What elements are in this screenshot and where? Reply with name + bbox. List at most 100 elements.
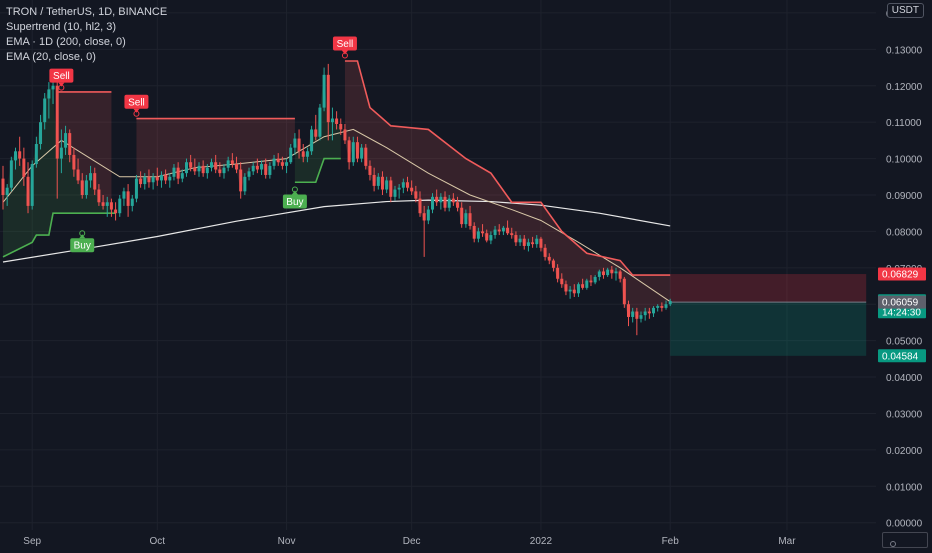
- candle-body: [59, 147, 63, 159]
- candle-body: [614, 271, 618, 274]
- candle-body: [501, 227, 505, 232]
- candle-body: [22, 158, 26, 177]
- candle: [585, 278, 589, 290]
- candle: [547, 253, 551, 265]
- candle-body: [80, 180, 84, 195]
- price-label-bg: [878, 349, 926, 363]
- settings-gear-icon[interactable]: [889, 535, 897, 547]
- candle: [397, 184, 401, 199]
- chart-settings-corner[interactable]: [882, 532, 928, 548]
- candle: [631, 307, 635, 323]
- candle: [389, 176, 393, 203]
- candle: [443, 191, 447, 212]
- candle-body: [34, 144, 38, 165]
- grid-lines: [0, 0, 876, 530]
- candle-body: [431, 196, 435, 210]
- candle-body: [493, 229, 497, 236]
- candle: [597, 269, 601, 281]
- candle-body: [481, 231, 485, 234]
- signal-dot: [341, 52, 348, 59]
- price-tick-label: 0.02000: [886, 446, 923, 457]
- candle-body: [405, 182, 409, 188]
- candle: [14, 147, 18, 170]
- candle-body: [318, 107, 322, 137]
- candle-body: [243, 176, 247, 192]
- candle-body: [159, 174, 163, 181]
- candle: [39, 114, 43, 150]
- candle-body: [76, 169, 80, 181]
- candle-body: [264, 164, 268, 175]
- signal-dot: [133, 110, 140, 117]
- candle-body: [189, 162, 193, 168]
- currency-button[interactable]: USDT: [886, 3, 924, 18]
- candle: [481, 224, 485, 237]
- candle: [184, 158, 188, 177]
- candle: [593, 275, 597, 285]
- candle: [610, 266, 614, 279]
- candle-body: [205, 167, 209, 174]
- candle: [76, 158, 80, 185]
- candle: [347, 136, 351, 170]
- candle: [643, 307, 647, 321]
- candle: [401, 178, 405, 194]
- candle-body: [385, 180, 389, 190]
- candle-body: [576, 284, 580, 294]
- candle: [535, 235, 539, 248]
- candle: [618, 269, 622, 283]
- candle-body: [285, 162, 289, 166]
- candle-body: [230, 160, 234, 165]
- supertrend-line: [344, 60, 671, 276]
- candle-body: [226, 160, 230, 168]
- price-tick-label: 0.10000: [886, 155, 923, 166]
- signal-label: Sell: [53, 71, 70, 82]
- candle: [197, 162, 201, 177]
- candle: [43, 93, 47, 130]
- candle: [247, 167, 251, 181]
- candle: [210, 158, 213, 172]
- candle-body: [568, 289, 572, 292]
- candle-body: [134, 178, 138, 199]
- candle: [468, 205, 472, 230]
- candle: [380, 171, 384, 195]
- candle-body: [539, 238, 543, 248]
- candle: [305, 147, 309, 163]
- candle: [497, 224, 501, 236]
- candle-body: [276, 158, 280, 163]
- candle: [272, 154, 276, 170]
- candle-body: [239, 169, 243, 192]
- candle-body: [572, 289, 576, 294]
- candle-body: [126, 191, 130, 206]
- candle-body: [460, 207, 464, 225]
- time-axis: Sep Oct Nov Dec 2022 Feb Mar: [23, 536, 796, 547]
- candle: [572, 284, 576, 297]
- candle-body: [155, 176, 159, 181]
- candle: [656, 304, 660, 312]
- candle-body: [347, 140, 351, 163]
- supertrend-line: [2, 212, 116, 258]
- candle: [205, 164, 209, 179]
- candle-body: [456, 202, 460, 208]
- signal-label: Buy: [286, 197, 303, 208]
- price-tick-label: 0.13000: [886, 45, 923, 56]
- candle: [601, 267, 605, 279]
- legend-supertrend[interactable]: Supertrend (10, hl2, 3): [6, 21, 117, 33]
- candle: [114, 202, 118, 221]
- candle-body: [197, 165, 201, 172]
- candle-body: [468, 213, 472, 226]
- candle-body: [151, 176, 155, 183]
- position-stop-zone: [670, 274, 867, 303]
- time-tick-label: Mar: [778, 536, 796, 547]
- price-axis-label: 0.04584: [878, 349, 926, 363]
- candle: [18, 136, 22, 166]
- candle: [526, 238, 530, 252]
- legend-symbol[interactable]: TRON / TetherUS, 1D, BINANCE: [6, 6, 168, 18]
- candle-body: [664, 304, 668, 308]
- legend-ema-20[interactable]: EMA (20, close, 0): [6, 51, 96, 63]
- candle-body: [514, 235, 518, 243]
- legend-ema-200[interactable]: EMA · 1D (200, close, 0): [6, 36, 126, 48]
- time-tick-label: 2022: [530, 536, 553, 547]
- candle: [335, 111, 339, 130]
- candle-body: [564, 284, 568, 292]
- candle-body: [618, 271, 622, 279]
